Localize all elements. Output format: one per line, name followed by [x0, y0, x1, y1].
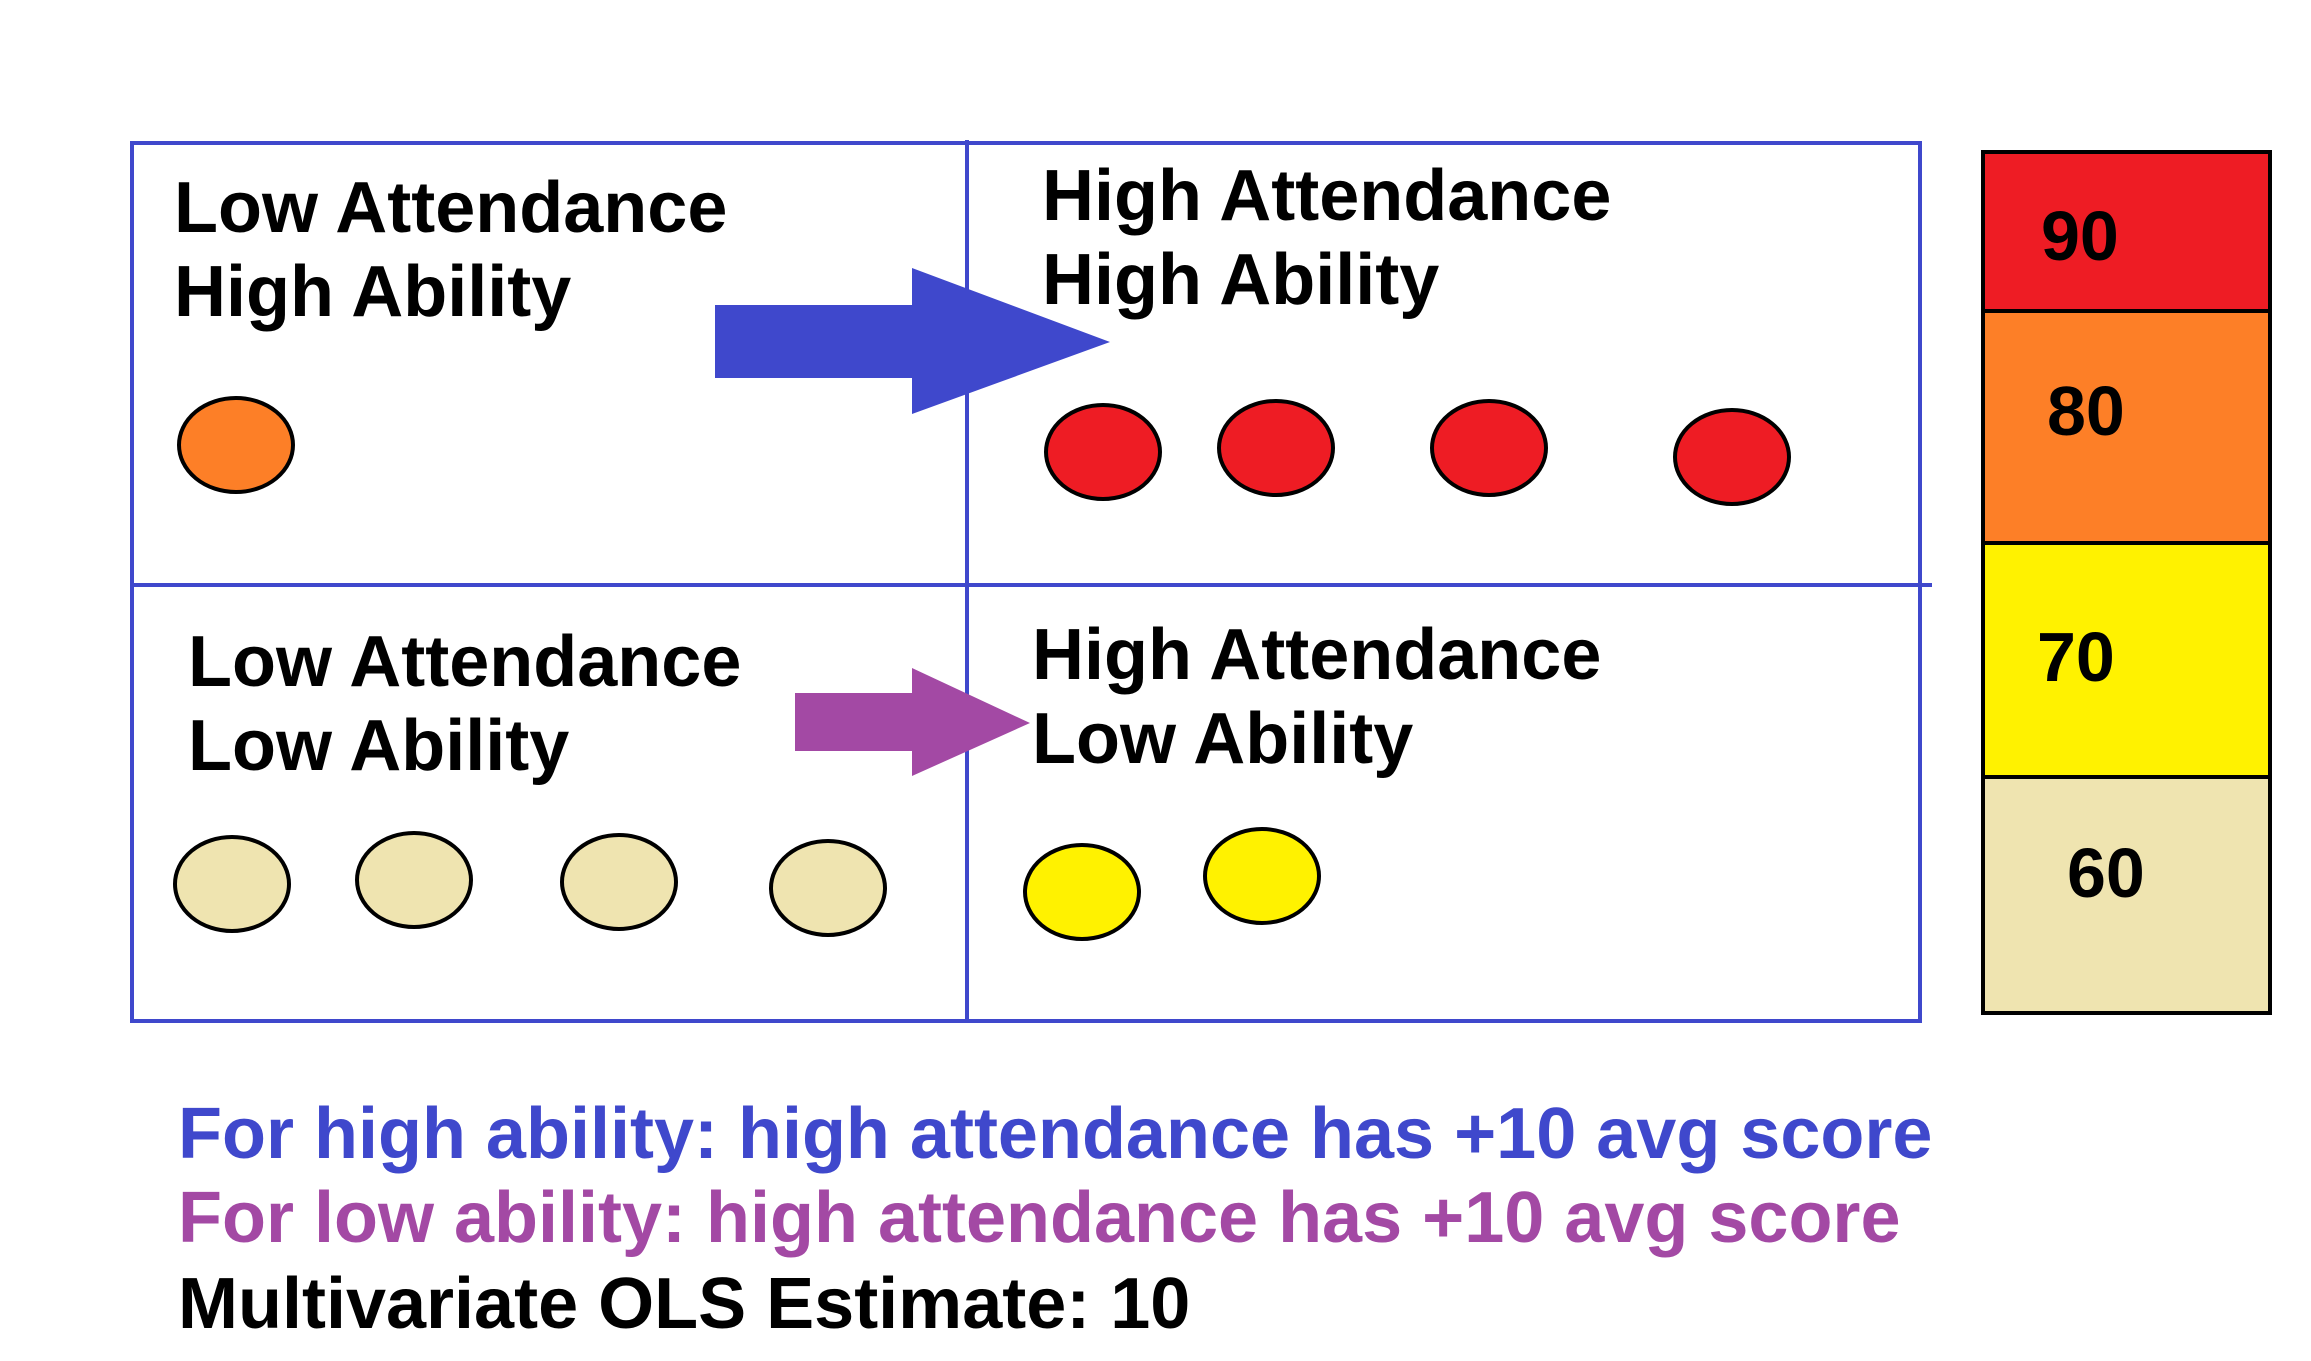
dot	[355, 831, 473, 929]
quadrant-label-line2: High Ability	[1042, 240, 1440, 320]
quadrant-label-line1: Low Attendance	[174, 168, 728, 248]
legend-swatch-80: 80	[1981, 313, 2272, 545]
legend-label: 90	[2041, 197, 2119, 275]
dot	[1203, 827, 1321, 925]
low-ability-arrow	[795, 668, 1030, 776]
dot	[1217, 399, 1335, 497]
legend-swatch-90: 90	[1981, 150, 2272, 313]
legend-label: 60	[2067, 834, 2145, 912]
legend-label: 70	[2037, 618, 2115, 696]
dot	[1023, 843, 1141, 941]
high-ability-arrow	[715, 268, 1110, 414]
quadrant-grid-border	[130, 141, 1922, 1023]
dots-bottom-left	[173, 831, 887, 937]
dot	[1044, 403, 1162, 501]
dots-top-right	[1044, 399, 1791, 506]
dot	[1430, 399, 1548, 497]
note-estimate: Multivariate OLS Estimate: 10	[178, 1264, 1191, 1344]
dot	[769, 839, 887, 937]
quadrant-label-top-right: High Attendance High Ability	[1042, 154, 1611, 322]
dot	[177, 396, 295, 494]
dots-top-left	[177, 396, 295, 494]
note-low-ability: For low ability: high attendance has +10…	[178, 1178, 1901, 1258]
legend-swatch-70: 70	[1981, 545, 2272, 779]
legend-swatch-60: 60	[1981, 779, 2272, 1015]
quadrant-label-bottom-right: High Attendance Low Ability	[1032, 613, 1601, 781]
dot	[1673, 408, 1791, 506]
dots-bottom-right	[1023, 827, 1321, 941]
quadrant-label-line2: High Ability	[174, 252, 572, 332]
dot	[560, 833, 678, 931]
quadrant-label-line1: High Attendance	[1032, 615, 1602, 695]
note-high-ability: For high ability: high attendance has +1…	[178, 1094, 1933, 1174]
quadrant-label-top-left: Low Attendance High Ability	[174, 166, 727, 334]
quadrant-label-line1: High Attendance	[1042, 156, 1612, 236]
dot	[173, 835, 291, 933]
legend-label: 80	[2047, 372, 2125, 450]
quadrant-label-line1: Low Attendance	[188, 622, 742, 702]
quadrant-label-line2: Low Ability	[1032, 699, 1414, 779]
quadrant-label-bottom-left: Low Attendance Low Ability	[188, 620, 741, 788]
quadrant-label-line2: Low Ability	[188, 706, 570, 786]
